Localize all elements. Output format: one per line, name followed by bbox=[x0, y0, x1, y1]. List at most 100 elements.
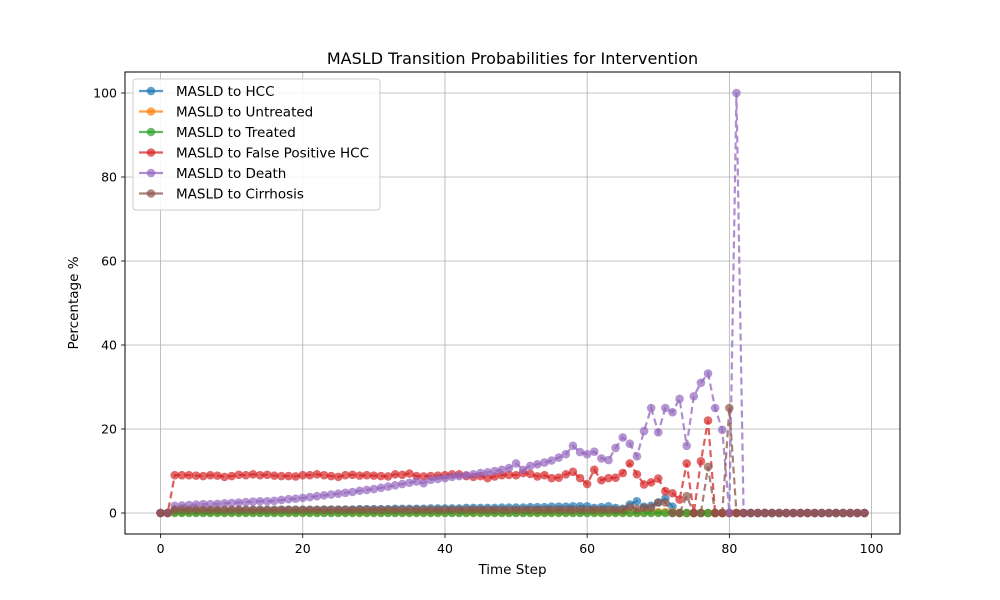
legend-label: MASLD to Cirrhosis bbox=[176, 187, 304, 203]
data-point bbox=[227, 505, 236, 514]
data-point bbox=[661, 498, 670, 507]
data-point bbox=[540, 470, 549, 480]
data-point bbox=[611, 443, 620, 453]
data-point bbox=[305, 492, 315, 502]
data-point bbox=[682, 459, 691, 468]
x-tick-label: 40 bbox=[437, 541, 453, 556]
data-point bbox=[604, 473, 613, 483]
data-point bbox=[241, 470, 251, 480]
data-point bbox=[554, 505, 564, 514]
legend-marker bbox=[146, 189, 156, 198]
data-point bbox=[419, 478, 428, 488]
data-point bbox=[405, 469, 414, 478]
legend-label: MASLD to False Positive HCC bbox=[176, 146, 369, 162]
data-point bbox=[198, 471, 208, 481]
data-point bbox=[739, 508, 748, 518]
y-tick-label: 60 bbox=[101, 254, 117, 269]
data-point bbox=[476, 505, 485, 514]
data-point bbox=[717, 508, 727, 518]
legend-item: MASLD to Treated bbox=[139, 125, 296, 141]
data-point bbox=[554, 473, 564, 483]
data-point bbox=[220, 472, 229, 482]
legend-label: MASLD to HCC bbox=[176, 84, 275, 100]
data-point bbox=[611, 473, 620, 483]
data-point bbox=[355, 505, 364, 514]
legend-item: MASLD to False Positive HCC bbox=[139, 146, 369, 162]
legend: MASLD to HCC MASLD to Untreated MASLD to T… bbox=[132, 78, 381, 211]
legend-label: MASLD to Untreated bbox=[176, 105, 313, 121]
data-point bbox=[589, 447, 599, 456]
legend-label: MASLD to Treated bbox=[176, 125, 296, 141]
data-point bbox=[355, 471, 364, 480]
data-point bbox=[348, 505, 357, 514]
data-point bbox=[220, 499, 229, 508]
data-point bbox=[291, 494, 300, 504]
data-point bbox=[853, 508, 862, 518]
data-point bbox=[540, 458, 549, 467]
data-point bbox=[661, 508, 670, 518]
y-tick-label: 20 bbox=[101, 422, 117, 437]
data-point bbox=[725, 508, 734, 518]
data-point bbox=[618, 505, 628, 514]
data-point bbox=[817, 508, 827, 518]
data-point bbox=[447, 505, 457, 514]
data-point bbox=[497, 465, 507, 475]
data-point bbox=[497, 505, 507, 514]
y-tick-label: 0 bbox=[109, 506, 117, 521]
data-point bbox=[597, 505, 606, 514]
data-point bbox=[298, 493, 308, 503]
data-point bbox=[419, 505, 428, 514]
data-point bbox=[255, 496, 265, 506]
data-point bbox=[518, 465, 528, 475]
data-point bbox=[831, 508, 841, 518]
data-point bbox=[746, 508, 755, 518]
data-point bbox=[334, 489, 343, 498]
data-point bbox=[518, 505, 528, 514]
data-point bbox=[668, 488, 677, 498]
legend-item: MASLD to Cirrhosis bbox=[139, 187, 304, 203]
data-point bbox=[767, 508, 777, 518]
data-point bbox=[397, 505, 407, 514]
data-point bbox=[483, 467, 492, 477]
y-axis-label: Percentage % bbox=[66, 256, 82, 349]
data-point bbox=[369, 484, 379, 494]
data-point bbox=[483, 505, 492, 514]
data-point bbox=[234, 498, 244, 507]
data-point bbox=[170, 470, 180, 480]
data-point bbox=[191, 505, 201, 514]
data-point bbox=[611, 505, 620, 514]
data-point bbox=[511, 505, 521, 514]
data-point bbox=[163, 508, 172, 518]
data-point bbox=[625, 502, 635, 512]
data-point bbox=[447, 472, 457, 482]
data-point bbox=[696, 378, 706, 388]
data-point bbox=[412, 477, 421, 486]
data-point bbox=[426, 475, 436, 485]
data-point bbox=[661, 486, 670, 496]
data-point bbox=[191, 471, 201, 480]
data-point bbox=[625, 439, 635, 449]
data-point bbox=[277, 471, 286, 481]
data-point bbox=[405, 505, 414, 514]
data-point bbox=[604, 505, 613, 514]
data-point bbox=[326, 490, 336, 499]
data-point bbox=[547, 456, 556, 465]
data-point bbox=[291, 472, 300, 481]
data-point bbox=[632, 496, 642, 506]
data-point bbox=[540, 505, 549, 514]
data-point bbox=[483, 473, 492, 483]
data-point bbox=[369, 505, 379, 514]
data-point bbox=[703, 462, 713, 472]
data-point bbox=[547, 473, 556, 483]
data-point bbox=[504, 505, 514, 514]
data-point bbox=[291, 505, 300, 514]
data-point bbox=[469, 470, 478, 479]
data-point bbox=[653, 498, 663, 507]
data-point bbox=[270, 471, 279, 480]
data-point bbox=[362, 470, 372, 480]
data-point bbox=[575, 505, 585, 514]
legend-marker bbox=[146, 86, 156, 96]
data-point bbox=[810, 508, 819, 518]
data-point bbox=[774, 508, 784, 518]
x-tick-label: 100 bbox=[860, 541, 884, 556]
